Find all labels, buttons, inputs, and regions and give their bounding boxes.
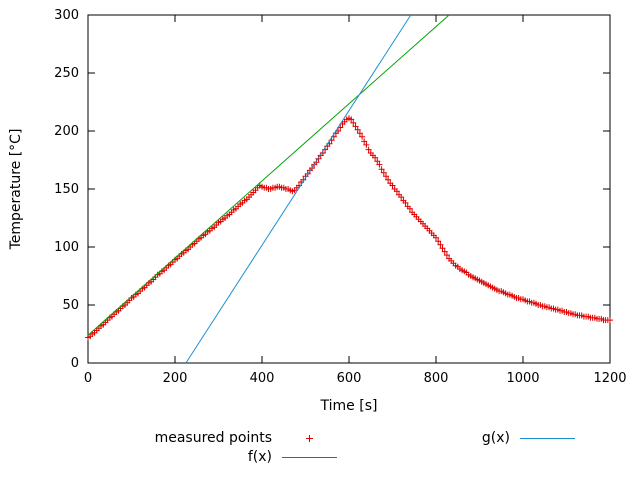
line-sample-icon (282, 457, 337, 458)
y-tick-label: 300 (54, 8, 79, 23)
series-0-points (85, 115, 613, 341)
legend-marker-measured-points (282, 430, 337, 447)
legend-line-f (282, 449, 337, 466)
y-tick-label: 50 (62, 298, 79, 313)
legend-label-measured-points: measured points (154, 430, 272, 446)
y-tick-label: 100 (54, 240, 79, 255)
x-tick-label: 400 (250, 371, 275, 386)
y-tick-label: 250 (54, 66, 79, 81)
legend-label-g: g(x) (481, 430, 510, 446)
x-tick-label: 1200 (593, 371, 626, 386)
x-tick-label: 600 (337, 371, 362, 386)
y-tick-label: 0 (71, 356, 79, 371)
legend-label-f: f(x) (247, 449, 272, 465)
y-tick-label: 150 (54, 182, 79, 197)
y-axis-label: Temperature [°C] (8, 128, 24, 250)
x-tick-label: 0 (84, 371, 92, 386)
legend-line-g (520, 430, 575, 447)
line-sample-icon (520, 438, 575, 439)
y-tick-label: 200 (54, 124, 79, 139)
x-tick-label: 200 (163, 371, 188, 386)
plus-marker-icon (306, 435, 313, 442)
x-tick-label: 800 (424, 371, 449, 386)
series-1-line (87, 14, 450, 336)
x-axis-label: Time [s] (320, 398, 378, 414)
plot-border (87, 14, 611, 364)
series-2-line (185, 14, 412, 364)
x-tick-label: 1000 (506, 371, 539, 386)
